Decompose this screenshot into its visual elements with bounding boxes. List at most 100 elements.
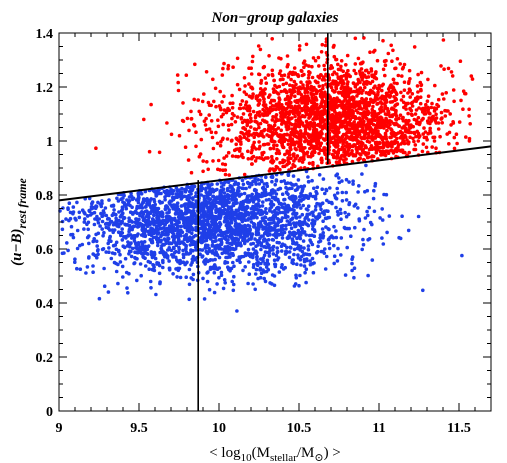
data-point: [119, 213, 124, 217]
data-point: [287, 116, 292, 120]
data-point: [264, 113, 268, 117]
data-point: [179, 224, 183, 229]
data-point: [271, 146, 276, 151]
data-point: [189, 217, 193, 221]
data-point: [401, 150, 406, 155]
data-point: [391, 48, 395, 53]
data-point: [281, 77, 285, 82]
data-point: [267, 197, 271, 202]
data-point: [457, 120, 462, 124]
data-point: [156, 243, 160, 248]
data-point: [241, 182, 246, 187]
data-point: [221, 66, 225, 71]
data-point: [263, 103, 268, 107]
data-point: [102, 230, 106, 235]
data-point: [310, 262, 315, 266]
data-point: [424, 145, 429, 150]
data-point: [254, 204, 258, 208]
data-point: [77, 215, 82, 220]
data-point: [336, 135, 341, 140]
data-point: [374, 76, 379, 81]
data-point: [339, 59, 344, 63]
data-point: [121, 275, 125, 279]
data-point: [211, 159, 215, 163]
data-point: [283, 206, 288, 210]
data-point: [394, 92, 399, 97]
data-point: [258, 121, 263, 126]
data-point: [248, 112, 253, 117]
data-point: [284, 190, 289, 195]
data-point: [433, 83, 437, 88]
data-point: [283, 211, 287, 215]
data-point: [184, 188, 188, 192]
data-point: [350, 110, 354, 115]
data-point: [230, 188, 235, 192]
data-point: [245, 137, 249, 141]
data-point: [368, 128, 373, 132]
data-point: [359, 152, 363, 157]
data-point: [217, 104, 222, 108]
data-point: [176, 80, 180, 85]
data-point: [211, 194, 216, 199]
data-point: [341, 119, 346, 124]
data-point: [223, 172, 228, 177]
data-point: [219, 181, 224, 185]
data-point: [184, 252, 189, 256]
data-point: [240, 99, 245, 103]
data-point: [376, 87, 381, 91]
data-point: [413, 143, 418, 147]
data-point: [416, 115, 421, 120]
data-point: [300, 114, 305, 118]
data-point: [143, 264, 148, 268]
data-point: [247, 237, 251, 242]
data-point: [262, 100, 266, 104]
data-point: [200, 240, 205, 244]
data-point: [187, 282, 192, 287]
data-point: [304, 280, 308, 285]
data-point: [369, 144, 374, 148]
data-point: [222, 201, 227, 206]
data-point: [189, 170, 194, 175]
data-point: [284, 97, 288, 101]
data-point: [366, 238, 370, 242]
data-point: [376, 90, 380, 94]
data-point: [375, 113, 379, 117]
data-point: [228, 185, 233, 189]
data-point: [347, 87, 351, 91]
data-point: [261, 118, 265, 122]
data-point: [231, 101, 235, 105]
data-point: [321, 177, 326, 181]
data-point: [122, 216, 127, 220]
data-point: [249, 133, 254, 137]
data-point: [347, 95, 351, 99]
data-point: [230, 235, 235, 240]
data-point: [301, 230, 305, 234]
data-point: [317, 64, 321, 68]
data-point: [271, 87, 276, 91]
data-point: [343, 126, 348, 130]
data-point: [365, 125, 369, 130]
data-point: [323, 67, 327, 72]
data-point: [353, 62, 358, 66]
data-point: [283, 108, 287, 112]
data-point: [334, 205, 338, 210]
data-point: [231, 213, 236, 218]
data-point: [286, 203, 290, 208]
data-point: [323, 90, 327, 95]
data-point: [266, 156, 270, 160]
data-point: [197, 109, 201, 114]
data-point: [137, 221, 141, 226]
data-point: [279, 114, 283, 119]
data-point: [401, 65, 406, 70]
data-point: [121, 244, 125, 248]
data-point: [375, 125, 380, 130]
data-point: [161, 218, 165, 223]
data-point: [252, 135, 256, 139]
data-point: [300, 101, 304, 105]
data-point: [256, 44, 261, 48]
data-point: [347, 100, 351, 104]
data-point: [210, 231, 214, 235]
data-point: [363, 190, 367, 194]
data-point: [290, 127, 294, 131]
data-point: [235, 190, 240, 195]
